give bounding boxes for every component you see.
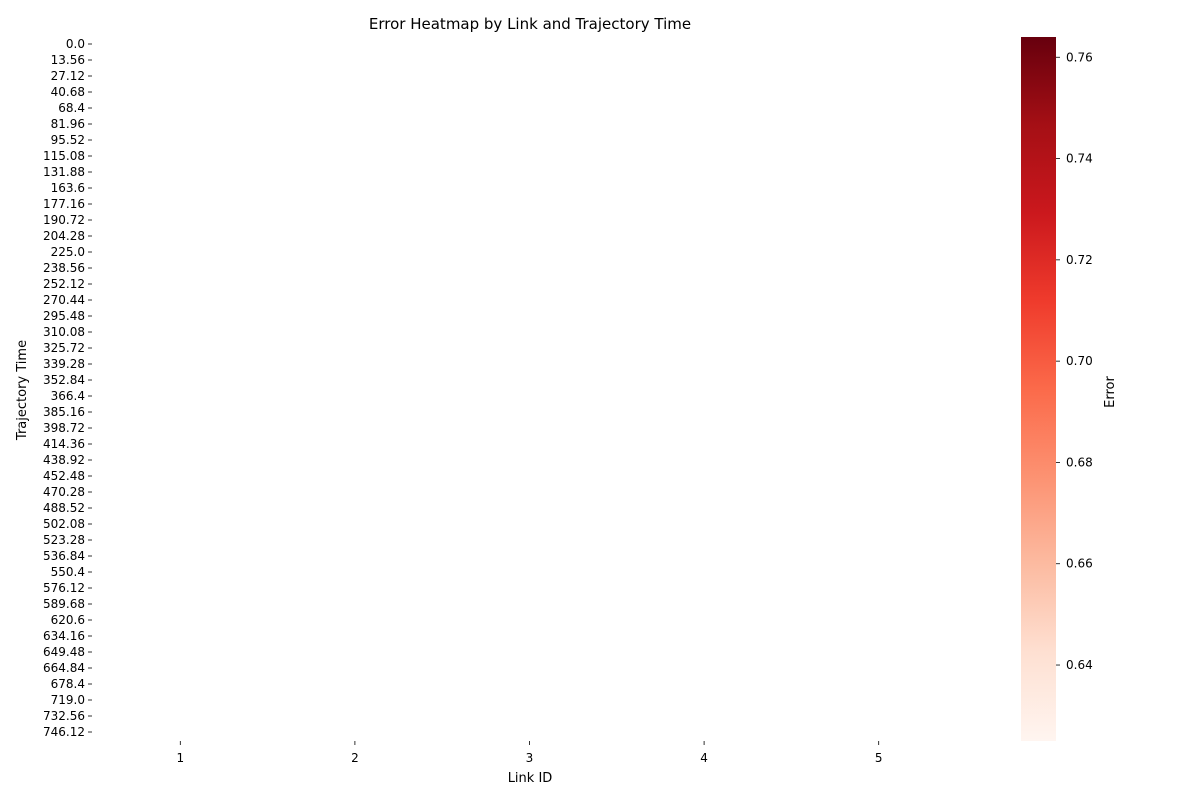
y-tick-label: 488.52 bbox=[43, 501, 85, 515]
x-axis-ticks: 1 2 3 4 5 bbox=[176, 741, 883, 765]
x-tick-label: 1 bbox=[176, 751, 184, 765]
y-tick-label: 40.68 bbox=[51, 85, 85, 99]
y-tick-label: 339.28 bbox=[43, 357, 85, 371]
y-tick-label: 414.36 bbox=[43, 437, 85, 451]
y-tick-label: 398.72 bbox=[43, 421, 85, 435]
y-tick-label: 295.48 bbox=[43, 309, 85, 323]
y-axis-ticks: 0.0 13.56 27.12 40.68 68.4 81.96 95.52 115.08 13… bbox=[43, 37, 92, 739]
y-tick-label: 252.12 bbox=[43, 277, 85, 291]
y-tick-label: 576.12 bbox=[43, 581, 85, 595]
y-tick-label: 620.6 bbox=[51, 613, 85, 627]
colorbar-tick-label: 0.74 bbox=[1066, 152, 1093, 166]
y-tick-label: 550.4 bbox=[51, 565, 85, 579]
x-tick-label: 3 bbox=[526, 751, 534, 765]
x-tick-label: 5 bbox=[875, 751, 883, 765]
colorbar-ticks: 0.64 0.66 0.68 0.70 0.72 0.74 0.76 bbox=[1056, 50, 1093, 672]
y-tick-label: 352.84 bbox=[43, 373, 85, 387]
y-tick-label: 190.72 bbox=[43, 213, 85, 227]
y-tick-label: 664.84 bbox=[43, 661, 85, 675]
y-tick-label: 238.56 bbox=[43, 261, 85, 275]
y-tick-label: 95.52 bbox=[51, 133, 85, 147]
y-tick-label: 634.16 bbox=[43, 629, 85, 643]
colorbar bbox=[1021, 37, 1056, 741]
y-tick-label: 649.48 bbox=[43, 645, 85, 659]
y-tick-label: 678.4 bbox=[51, 677, 85, 691]
y-tick-label: 177.16 bbox=[43, 197, 85, 211]
y-tick-label: 523.28 bbox=[43, 533, 85, 547]
colorbar-label: Error bbox=[1103, 376, 1118, 408]
y-tick-label: 385.16 bbox=[43, 405, 85, 419]
y-tick-label: 68.4 bbox=[58, 101, 85, 115]
y-tick-label: 536.84 bbox=[43, 549, 85, 563]
y-tick-label: 452.48 bbox=[43, 469, 85, 483]
y-tick-label: 115.08 bbox=[43, 149, 85, 163]
y-tick-label: 470.28 bbox=[43, 485, 85, 499]
y-tick-label: 131.88 bbox=[43, 165, 85, 179]
y-tick-label: 366.4 bbox=[51, 389, 85, 403]
chart-title: Error Heatmap by Link and Trajectory Tim… bbox=[369, 15, 691, 33]
y-tick-label: 502.08 bbox=[43, 517, 85, 531]
colorbar-tick-label: 0.64 bbox=[1066, 658, 1093, 672]
y-tick-label: 589.68 bbox=[43, 597, 85, 611]
y-tick-label: 13.56 bbox=[51, 53, 85, 67]
y-tick-label: 81.96 bbox=[51, 117, 85, 131]
y-tick-label: 310.08 bbox=[43, 325, 85, 339]
colorbar-tick-label: 0.66 bbox=[1066, 557, 1093, 571]
y-tick-label: 438.92 bbox=[43, 453, 85, 467]
y-tick-label: 325.72 bbox=[43, 341, 85, 355]
colorbar-tick-label: 0.72 bbox=[1066, 253, 1093, 267]
x-tick-label: 4 bbox=[700, 751, 708, 765]
y-tick-label: 225.0 bbox=[51, 245, 85, 259]
y-tick-label: 746.12 bbox=[43, 725, 85, 739]
y-tick-label: 163.6 bbox=[51, 181, 85, 195]
y-tick-label: 0.0 bbox=[66, 37, 85, 51]
colorbar-tick-label: 0.76 bbox=[1066, 50, 1093, 64]
colorbar-tick-label: 0.70 bbox=[1066, 354, 1093, 368]
y-tick-label: 204.28 bbox=[43, 229, 85, 243]
colorbar-tick-label: 0.68 bbox=[1066, 455, 1093, 469]
y-axis-label: Trajectory Time bbox=[15, 340, 30, 441]
y-tick-label: 719.0 bbox=[51, 693, 85, 707]
y-tick-label: 732.56 bbox=[43, 709, 85, 723]
x-axis-label: Link ID bbox=[508, 771, 553, 786]
y-tick-label: 27.12 bbox=[51, 69, 85, 83]
y-tick-label: 270.44 bbox=[43, 293, 85, 307]
x-tick-label: 2 bbox=[351, 751, 359, 765]
